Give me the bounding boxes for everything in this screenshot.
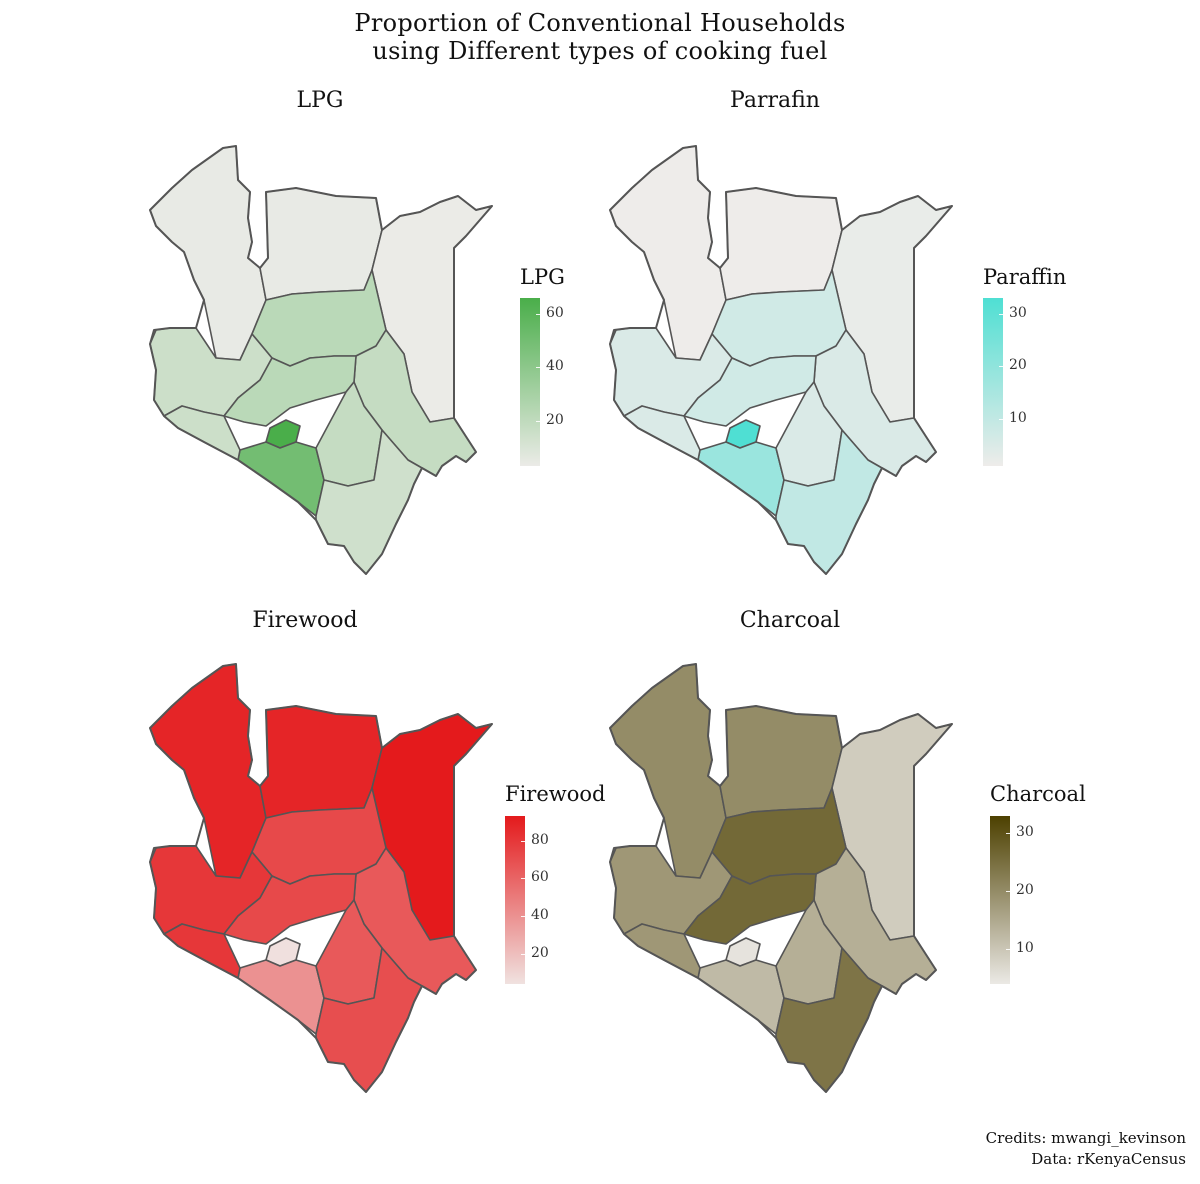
legend-tick-mark-firewood (521, 953, 525, 955)
legend-tick-mark-lpg (536, 367, 540, 369)
legend-tick-label-charcoal: 20 (1016, 882, 1034, 899)
panel-title-paraffin: Parrafin (730, 88, 820, 113)
county-region-north-1 (259, 705, 383, 819)
legend-tick-label-paraffin: 30 (1009, 304, 1027, 321)
legend-tick-mark-paraffin (999, 313, 1003, 315)
legend-tick-mark-lpg (536, 420, 540, 422)
country-outline (609, 663, 953, 1093)
legend-tick-mark-charcoal (1006, 949, 1010, 951)
county-region-kajiado-8 (697, 959, 785, 1035)
legend-tick-mark-charcoal (1006, 891, 1010, 893)
legend-tick-mark-firewood (521, 916, 525, 918)
legend-tick-mark-paraffin (999, 366, 1003, 368)
country-outline (609, 145, 953, 575)
county-region-north-1 (719, 187, 843, 301)
legend-colorbar-lpg (520, 298, 540, 466)
chart-title-line2: using Different types of cooking fuel (372, 37, 828, 65)
legend-tick-label-charcoal: 30 (1016, 824, 1034, 841)
chart-title-line1: Proportion of Conventional Households (354, 9, 846, 37)
county-region-kajiado-8 (237, 441, 325, 517)
legend-title-firewood: Firewood (505, 782, 606, 806)
legend-tick-label-charcoal: 10 (1016, 940, 1034, 957)
legend-title-paraffin: Paraffin (983, 265, 1067, 289)
country-outline (149, 663, 493, 1093)
legend-colorbar-firewood (505, 816, 525, 984)
legend-tick-mark-firewood (521, 878, 525, 880)
choropleth-map-charcoal (609, 663, 953, 1093)
legend-tick-mark-paraffin (999, 418, 1003, 420)
county-region-north-1 (259, 187, 383, 301)
legend-colorbar-paraffin (983, 298, 1003, 466)
legend-tick-label-lpg: 20 (546, 411, 564, 428)
country-outline (149, 145, 493, 575)
county-region-mid1-6 (223, 873, 357, 945)
panel-title-lpg: LPG (296, 88, 344, 113)
legend-tick-mark-charcoal (1006, 833, 1010, 835)
county-region-mid1-6 (223, 355, 357, 427)
panel-title-firewood: Firewood (252, 608, 358, 633)
choropleth-map-firewood (149, 663, 493, 1093)
county-region-mid1-6 (683, 355, 817, 427)
choropleth-map-paraffin (609, 145, 953, 575)
legend-tick-label-lpg: 40 (546, 358, 564, 375)
legend-colorbar-charcoal (990, 816, 1010, 984)
legend-tick-label-paraffin: 10 (1009, 409, 1027, 426)
legend-tick-label-firewood: 40 (531, 907, 549, 924)
choropleth-map-lpg (149, 145, 493, 575)
legend-tick-mark-firewood (521, 840, 525, 842)
county-region-north-1 (719, 705, 843, 819)
legend-tick-label-firewood: 80 (531, 831, 549, 848)
legend-tick-label-lpg: 60 (546, 305, 564, 321)
legend-tick-label-firewood: 20 (531, 944, 549, 961)
credits-data-source: Data: rKenyaCensus (1031, 1150, 1186, 1168)
credits-author: Credits: mwangi_kevinson (985, 1129, 1186, 1147)
county-region-kajiado-8 (237, 959, 325, 1035)
legend-title-lpg: LPG (520, 265, 565, 289)
county-region-kajiado-8 (697, 441, 785, 517)
legend-tick-mark-lpg (536, 314, 540, 315)
legend-tick-label-paraffin: 20 (1009, 357, 1027, 374)
panel-title-charcoal: Charcoal (739, 608, 841, 633)
county-region-mid1-6 (683, 873, 817, 945)
legend-title-charcoal: Charcoal (990, 782, 1086, 806)
legend-tick-label-firewood: 60 (531, 869, 549, 886)
